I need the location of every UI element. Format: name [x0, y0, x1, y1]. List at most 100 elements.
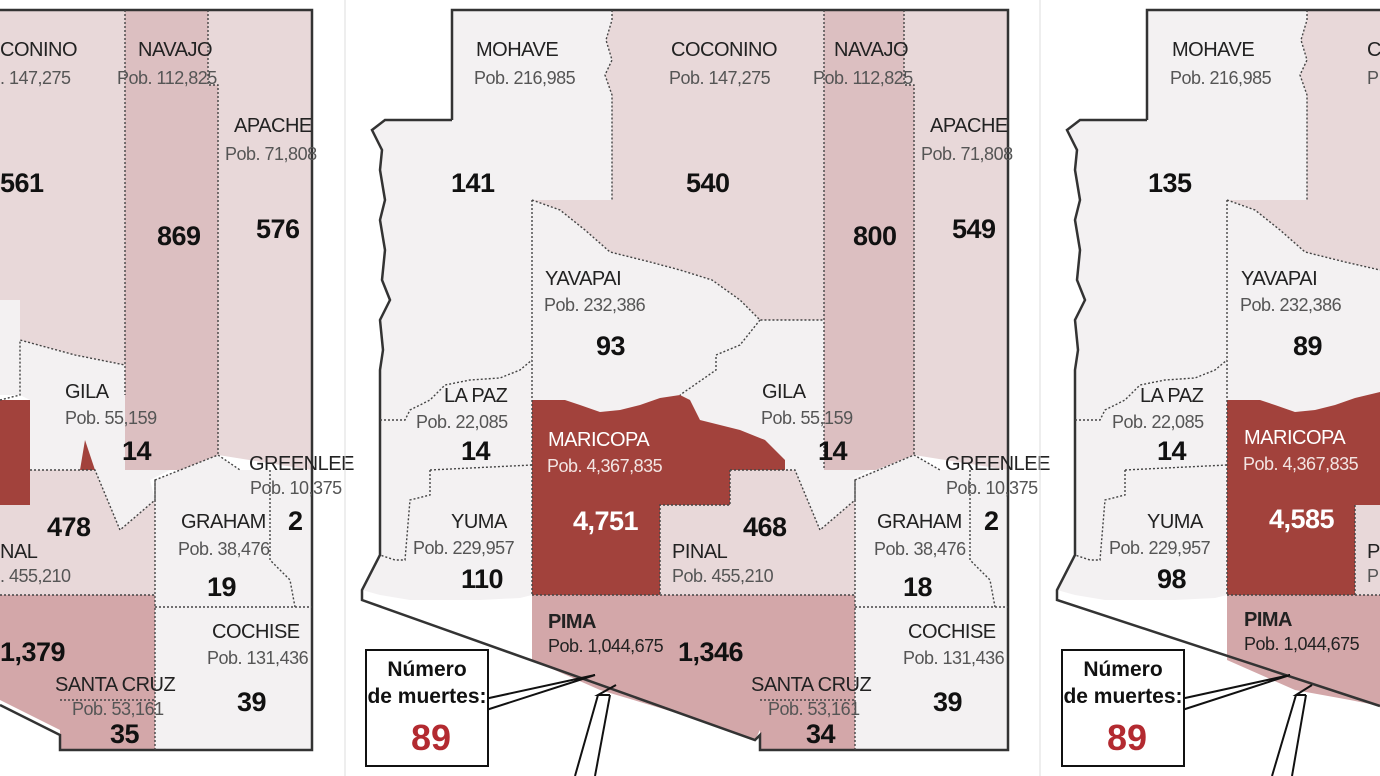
county-name: MARICOPA	[548, 429, 650, 451]
county-name: COCHISE	[212, 621, 300, 643]
deaths-yuma: 110	[461, 564, 503, 594]
pointer-line	[1271, 694, 1297, 776]
county-name: LA PAZ	[444, 385, 508, 407]
county-yavapai-1	[0, 300, 20, 395]
county-greenlee-2	[940, 470, 1008, 607]
pointer-line	[1291, 694, 1307, 776]
county-name: PIMA	[548, 611, 596, 633]
county-pop: Pob. 229,957	[1109, 538, 1211, 558]
county-pop: Pob. 216,985	[474, 68, 576, 88]
map-panel-1: CONINO . 147,275 561 NAVAJO Pob. 112,825…	[0, 8, 355, 752]
county-name: SANTA CRUZ	[751, 674, 871, 696]
county-pima-3	[1227, 595, 1380, 706]
county-name: PINAL	[672, 541, 728, 563]
border-line	[379, 470, 431, 561]
county-pop: Pob. 55,159	[65, 408, 157, 428]
county-pop: Pob. 71,808	[225, 144, 317, 164]
county-name: YUMA	[451, 511, 508, 533]
deaths-apache: 549	[952, 214, 996, 244]
county-cochise-1	[155, 607, 312, 750]
county-greenlee-1	[240, 470, 312, 607]
county-name: CONINO	[0, 39, 77, 61]
deaths-mohave: 141	[451, 168, 495, 198]
state-outline-3b	[1055, 118, 1380, 708]
border-line	[679, 319, 761, 396]
map-panel-3: MOHAVE Pob. 216,985 135 C P YAVAPAI Pob.…	[1055, 8, 1380, 776]
legend-line1: Número	[1083, 658, 1162, 681]
county-pop: Pob. 216,985	[1170, 68, 1272, 88]
county-coconino-3	[1227, 10, 1380, 270]
county-gila-1	[20, 340, 170, 530]
legend-line1: Número	[387, 658, 466, 681]
county-cochise-2	[855, 607, 1008, 750]
county-name: COCHISE	[908, 621, 996, 643]
county-name: NAVAJO	[138, 39, 212, 61]
county-pop: Pob. 55,159	[761, 408, 853, 428]
deaths-apache: 576	[256, 214, 300, 244]
county-name: YAVAPAI	[545, 268, 621, 290]
county-name: SANTA CRUZ	[55, 674, 175, 696]
county-yuma-3	[1057, 465, 1227, 600]
border-line	[659, 470, 731, 595]
county-name: YUMA	[1147, 511, 1204, 533]
border-line	[1124, 464, 1228, 471]
deaths-coconino: 561	[0, 168, 44, 198]
deaths-lapaz: 14	[461, 436, 491, 466]
county-pop: P	[1367, 566, 1379, 586]
county-yavapai-2	[532, 200, 760, 412]
state-outline-3	[1145, 8, 1380, 120]
deaths-santacruz: 35	[110, 719, 140, 749]
pointer-line	[594, 694, 611, 776]
county-pop: Pob. 4,367,835	[1243, 454, 1359, 474]
county-name: GRAHAM	[877, 511, 962, 533]
county-graham-1	[155, 455, 295, 607]
county-name: MOHAVE	[1172, 39, 1254, 61]
deaths-greenlee: 2	[984, 506, 999, 536]
border-line	[969, 470, 996, 608]
county-santacruz-2	[760, 700, 855, 750]
pointer-line	[574, 694, 599, 776]
deaths-navajo: 869	[157, 221, 201, 251]
deaths-mohave: 135	[1148, 168, 1192, 198]
deaths-yavapai: 89	[1293, 331, 1323, 361]
county-pop: Pob. 10,375	[946, 478, 1038, 498]
deaths-navajo: 800	[853, 221, 897, 251]
county-lapaz-3	[1075, 360, 1227, 560]
county-name: GILA	[762, 381, 807, 403]
county-yuma-2	[362, 465, 532, 600]
border-line	[207, 10, 219, 455]
county-name: GREENLEE	[249, 453, 354, 475]
county-pinal-1	[0, 470, 155, 595]
county-pop: Pob. 10,375	[250, 478, 342, 498]
border-line	[1299, 10, 1308, 200]
county-name: GRAHAM	[181, 511, 266, 533]
county-mohave-3	[1067, 10, 1307, 420]
county-graham-2	[850, 455, 995, 607]
county-yavapai-3	[1227, 200, 1380, 412]
state-outline-2	[360, 8, 1010, 752]
county-name: MARICOPA	[1244, 427, 1346, 449]
county-santacruz-1	[60, 700, 155, 750]
county-pinal-3	[1355, 505, 1380, 595]
county-coconino-1	[0, 10, 125, 395]
county-pop: Pob. 38,476	[178, 539, 270, 559]
border-line	[604, 10, 613, 200]
county-name: APACHE	[930, 115, 1008, 137]
state-outline-1	[0, 8, 314, 752]
county-pop: . 455,210	[0, 566, 71, 586]
pointer-line	[1292, 684, 1313, 696]
deaths-maricopa: 4,751	[573, 506, 639, 536]
county-lapaz-2	[380, 360, 532, 560]
border-line	[1226, 199, 1380, 271]
county-pop: Pob. 131,436	[207, 648, 309, 668]
pointer-line	[594, 684, 617, 696]
county-pop: Pob. 53,161	[72, 699, 164, 719]
border-line	[429, 464, 533, 471]
county-pop: Pob. 1,044,675	[1244, 634, 1360, 654]
deaths-pima: 1,379	[0, 637, 66, 667]
border-line	[0, 339, 126, 401]
deaths-graham: 19	[207, 572, 237, 602]
county-name: PIMA	[1244, 609, 1292, 631]
county-pop: Pob. 4,367,835	[547, 456, 663, 476]
county-pop: Pob. 22,085	[1112, 412, 1204, 432]
